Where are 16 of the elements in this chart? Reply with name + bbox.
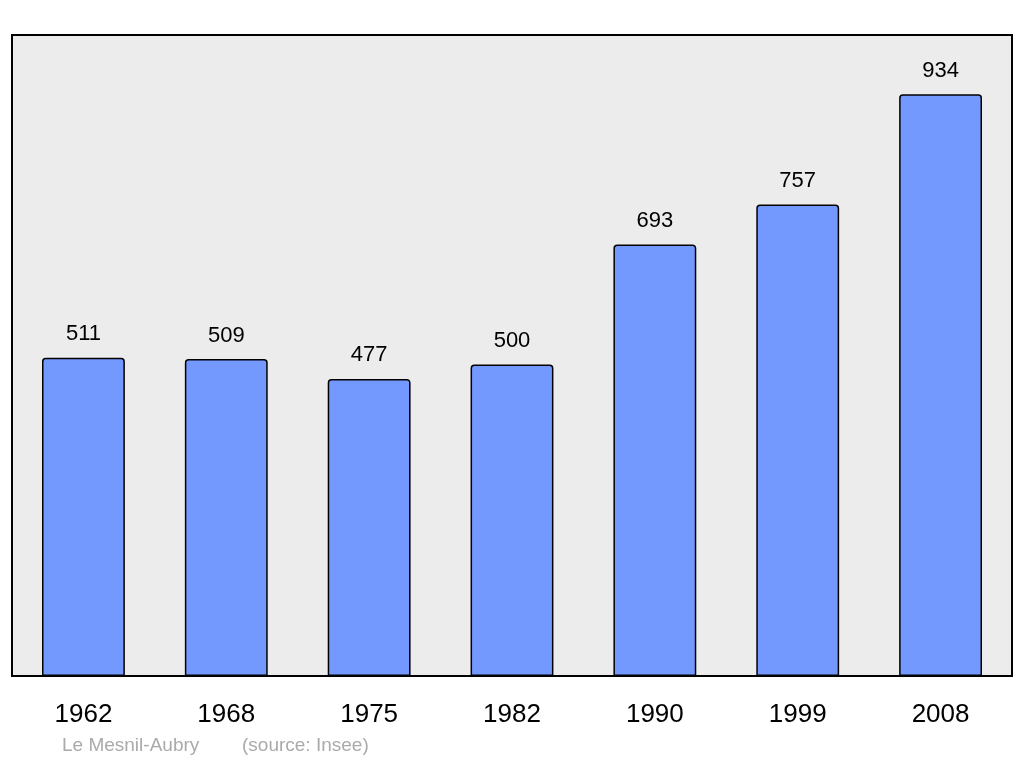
data-label: 934: [922, 56, 959, 82]
x-tick-label: 1999: [768, 698, 827, 728]
text: Le Mesnil-Aubry: [62, 734, 200, 755]
data-label: 757: [779, 167, 817, 193]
x-tick-label: 2008: [911, 698, 970, 728]
x-tick-label: 1975: [340, 698, 399, 728]
x-tick-label: 1962: [54, 698, 113, 728]
x-tick-label: 1982: [483, 698, 541, 728]
text: (source: Insee): [242, 734, 369, 755]
data-label: 509: [207, 321, 245, 347]
data-label: 477: [350, 341, 388, 367]
data-label: 500: [493, 327, 531, 353]
x-tick-label: 1968: [197, 698, 256, 728]
data-label: 511: [65, 320, 101, 346]
data-label: 693: [636, 206, 674, 232]
x-tick-label: 1990: [625, 698, 684, 728]
